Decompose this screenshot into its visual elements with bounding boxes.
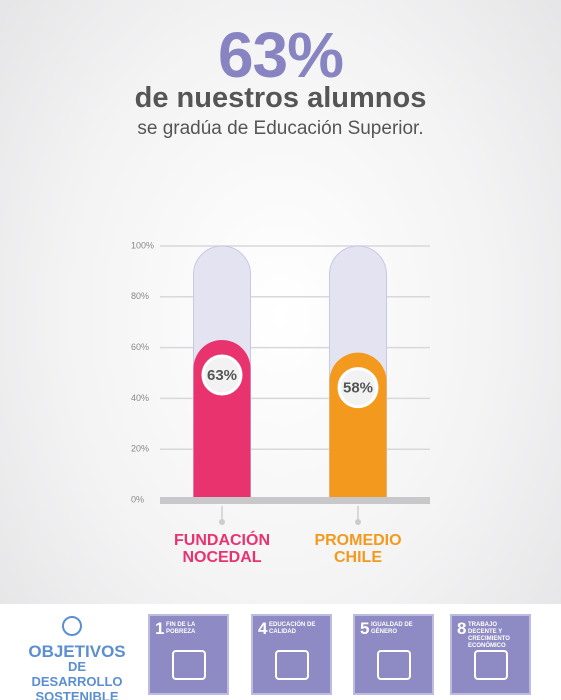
baseline: [160, 497, 430, 504]
category-label: PROMEDIO CHILE: [314, 532, 402, 566]
value-badge: [337, 367, 379, 409]
goal-icon: [474, 650, 508, 680]
connector-dot: [355, 519, 361, 525]
goal-icon: [275, 650, 309, 680]
y-tick-label: 40%: [131, 393, 149, 403]
goal-number: 8: [457, 619, 467, 638]
value-label: 63%: [207, 367, 237, 384]
sdg-goal: 4 EDUCACIÓN DE CALIDAD: [251, 614, 332, 695]
footer: OBJETIVOS DE DESARROLLO SOSTENIBLE 1 FIN …: [0, 604, 561, 700]
goal-label: IGUALDAD DE GÉNERO: [371, 622, 413, 635]
sdg-goal: 1 FIN DE LA POBREZA: [148, 614, 229, 695]
y-tick-label: 80%: [131, 291, 149, 301]
logo-line: OBJETIVOS: [28, 642, 126, 661]
sdg-logo: OBJETIVOS DE DESARROLLO SOSTENIBLE: [22, 642, 132, 700]
logo-line: DE DESARROLLO: [31, 659, 123, 689]
value-badge: [201, 354, 243, 396]
goal-label: EDUCACIÓN DE CALIDAD: [269, 622, 316, 635]
goal-label: FIN DE LA POBREZA: [166, 622, 196, 635]
sdg-goal: 5 IGUALDAD DE GÉNERO: [353, 614, 434, 695]
logo-line: SOSTENIBLE: [35, 689, 119, 700]
goal-number: 5: [360, 619, 370, 638]
goal-number: 1: [155, 619, 165, 638]
chart: 0% 20% 40% 60% 80% 100% 63% 58%: [131, 240, 430, 525]
category-label: FUNDACIÓN NOCEDAL: [174, 532, 270, 566]
goal-icon: [377, 650, 411, 680]
connector-dot: [219, 519, 225, 525]
y-tick-label: 100%: [131, 240, 154, 250]
y-tick-label: 0%: [131, 494, 144, 504]
goal-icon: [172, 650, 206, 680]
headline-number: 63%: [217, 19, 344, 91]
y-tick-label: 60%: [131, 342, 149, 352]
headline: de nuestros alumnos: [134, 82, 427, 114]
value-label: 58%: [343, 380, 373, 397]
sdg-goal: 8 TRABAJO DECENTE Y CRECIMIENTO ECONÓMICO: [450, 614, 531, 695]
y-tick-label: 20%: [131, 444, 149, 454]
subtitle: se gradúa de Educación Superior.: [137, 118, 424, 139]
un-emblem: [62, 616, 82, 636]
goal-label: TRABAJO DECENTE Y CRECIMIENTO ECONÓMICO: [468, 622, 510, 649]
goal-number: 4: [258, 619, 268, 638]
